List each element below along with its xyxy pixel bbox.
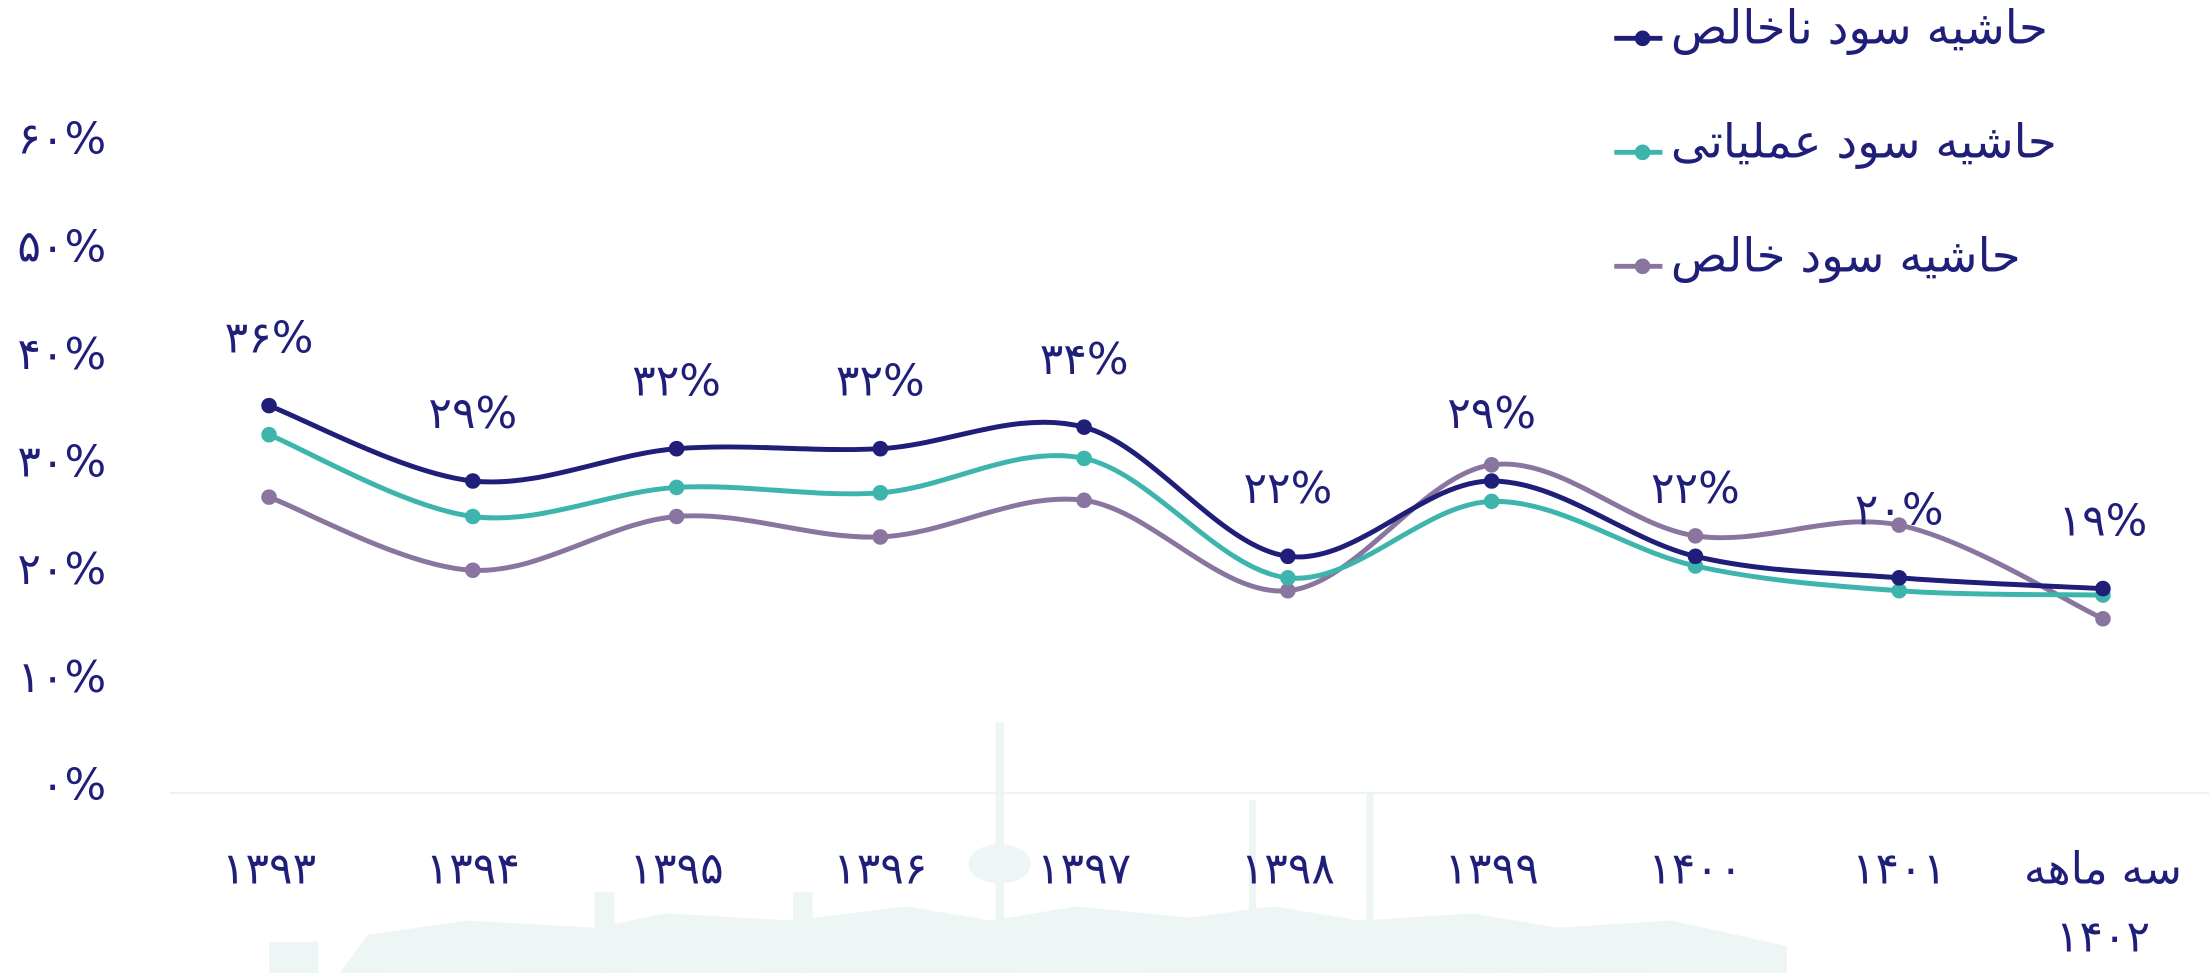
series-line	[268, 432, 2103, 598]
x-tick-label: ۱۳۹۹	[1444, 844, 1539, 896]
legend-label: حاشیه سود خالص	[1671, 230, 2021, 284]
x-tick-label-box: ۱۳۹۳	[221, 844, 317, 896]
data-point	[1891, 570, 1907, 586]
data-point	[1280, 582, 1296, 599]
data-point	[1891, 517, 1907, 533]
data-point	[668, 508, 685, 525]
data-point	[465, 473, 481, 489]
data-point	[872, 529, 889, 545]
x-tick-label-box: ۱۴۰۱	[1851, 844, 1947, 896]
x-tick-label: ۱۳۹۵	[629, 844, 724, 896]
x-tick-label: ۱۳۹۷	[1036, 844, 1132, 896]
series-line	[268, 403, 2104, 592]
x-tick-label: ۱۳۹۶	[833, 844, 928, 896]
legend-marker-dot	[1634, 30, 1651, 47]
data-point	[1280, 570, 1296, 586]
data-point	[668, 479, 685, 496]
data-point	[872, 485, 889, 501]
y-tick-label: ۴۰%	[17, 329, 106, 380]
x-tick-label: سه ماهه ۱۴۰۲	[2024, 844, 2182, 963]
data-point	[465, 562, 481, 579]
data-point	[1687, 548, 1704, 565]
data-point	[1483, 493, 1500, 510]
data-point	[1483, 457, 1500, 473]
legend-marker-dot	[1634, 258, 1651, 275]
data-point	[1891, 582, 1907, 599]
data-point	[465, 508, 481, 525]
data-label: ۳۴%	[1040, 334, 1129, 385]
x-tick-label: ۱۳۹۳	[221, 844, 317, 896]
skyline-decoration	[269, 722, 1788, 973]
x-tick-label: ۱۳۹۴	[425, 844, 520, 896]
y-tick-label: ۰%	[41, 759, 106, 810]
x-tick-label-box: ۱۳۹۸	[1240, 844, 1336, 896]
x-tick-label-box: سه ماهه ۱۴۰۲	[2024, 844, 2182, 963]
data-point	[1076, 419, 1092, 435]
data-point	[1687, 528, 1704, 544]
data-point	[261, 489, 277, 505]
data-label: ۲۲%	[1243, 463, 1332, 514]
data-label: ۲۹%	[428, 388, 517, 439]
x-tick-label: ۱۳۹۸	[1240, 844, 1336, 896]
y-tick-label: ۶۰%	[17, 114, 106, 165]
data-label: ۳۲%	[632, 356, 721, 407]
x-tick-label-box: ۱۳۹۴	[425, 844, 520, 896]
y-tick-label: ۳۰%	[17, 437, 106, 488]
data-point	[2095, 610, 2111, 627]
x-tick-label-box: ۱۳۹۹	[1444, 844, 1539, 896]
x-tick-label-box: ۱۳۹۵	[629, 844, 724, 896]
data-point	[1076, 492, 1092, 509]
data-label: ۲۰%	[1855, 485, 1944, 536]
data-label: ۲۹%	[1447, 388, 1536, 439]
x-tick-label: ۱۴۰۰	[1648, 844, 1743, 896]
data-label: ۳۲%	[836, 356, 925, 407]
x-tick-label: ۱۴۰۱	[1851, 844, 1947, 896]
data-label: ۱۹%	[2059, 495, 2148, 546]
data-point	[668, 440, 685, 457]
legend-label: حاشیه سود عملیاتی	[1671, 116, 2057, 170]
y-tick-label: ۱۰%	[17, 652, 106, 703]
data-point	[261, 426, 277, 443]
data-point	[872, 440, 889, 457]
x-tick-label-box: ۱۳۹۷	[1036, 844, 1132, 896]
data-point	[2095, 580, 2111, 597]
series-line	[268, 461, 2104, 621]
data-label: ۲۲%	[1651, 463, 1740, 514]
x-tick-label-box: ۱۳۹۶	[833, 844, 928, 896]
data-label: ۳۶%	[225, 313, 314, 364]
data-point	[1483, 473, 1500, 489]
data-point	[261, 397, 277, 414]
data-point	[1280, 548, 1296, 565]
data-point	[1076, 450, 1092, 467]
legend-label: حاشیه سود ناخالص	[1671, 2, 2048, 56]
legend-marker-dot	[1634, 144, 1651, 161]
y-tick-label: ۲۰%	[17, 544, 106, 595]
y-tick-label: ۵۰%	[17, 221, 106, 272]
x-tick-label-box: ۱۴۰۰	[1648, 844, 1743, 896]
